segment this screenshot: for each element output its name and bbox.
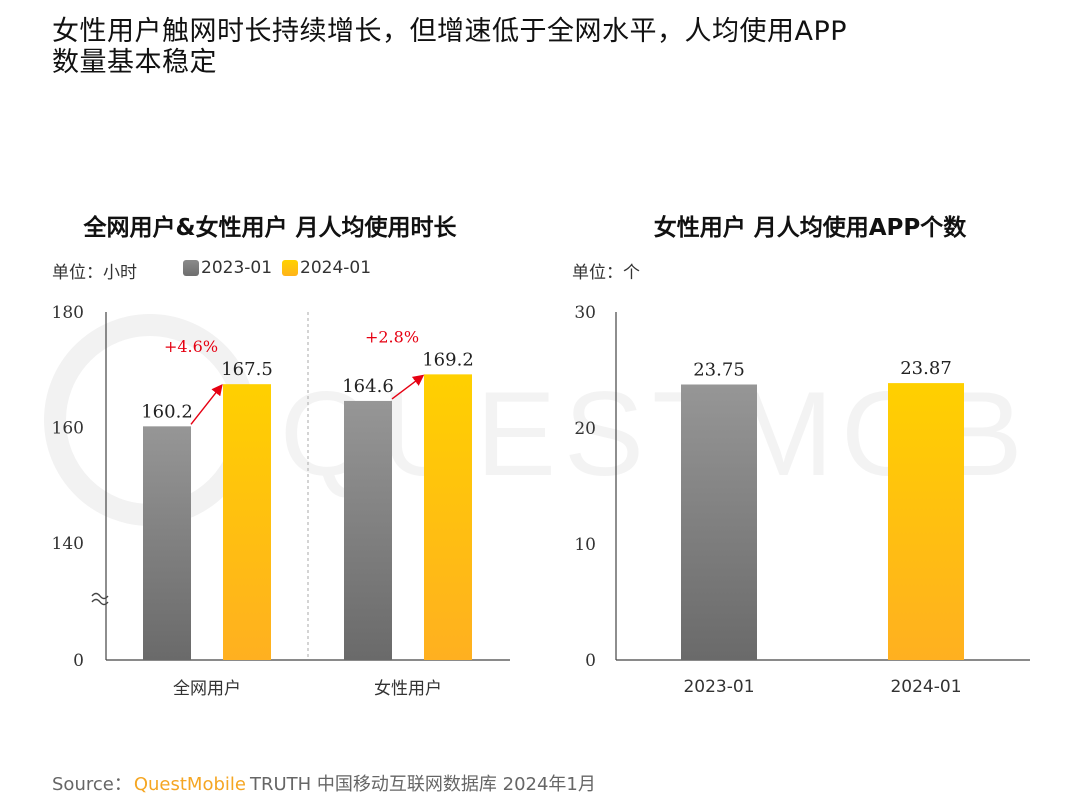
legend-label-2024: 2024-01 (300, 258, 372, 278)
legend-item-2024: 2024-01 (282, 258, 371, 278)
chart1-title: 全网用户&女性用户 月人均使用时长 (83, 215, 457, 241)
chart1-ytick-label-0: 0 (73, 651, 84, 671)
chart1-value-label-0-1: 164.6 (342, 376, 394, 397)
chart2-bar-2024-01 (888, 383, 964, 660)
chart1-value-label-1-1: 169.2 (422, 349, 474, 370)
chart1-axis-break (91, 592, 109, 606)
chart1-unit: 单位：小时 (52, 263, 137, 283)
chart1-growth-arrow-0 (190, 383, 223, 425)
chart2-ytick-label-0: 0 (585, 651, 596, 671)
source-brand: QuestMobile (133, 774, 246, 795)
chart1-category-label-0: 全网用户 (173, 679, 241, 699)
chart1-category-label-1: 女性用户 (374, 679, 442, 699)
chart2-value-label-1: 23.87 (900, 358, 952, 379)
chart1-ytick-label-2: 160 (52, 419, 84, 439)
chart1-bar-2023-01-0 (143, 426, 191, 660)
chart1-ytick-label-3: 180 (52, 303, 84, 323)
chart2-ytick-label-1: 10 (574, 535, 596, 555)
chart1-value-label-0-0: 160.2 (141, 401, 193, 422)
chart2-category-label-1: 2024-01 (890, 677, 961, 697)
legend-swatch-gray (183, 260, 199, 276)
chart1-value-label-1-0: 167.5 (221, 359, 273, 380)
chart2-ytick-label-2: 20 (574, 419, 596, 439)
chart1-bar-2024-01-1 (424, 374, 472, 660)
legend-item-2023: 2023-01 (183, 258, 272, 278)
chart1-growth-label-1: +2.8% (365, 327, 419, 346)
legend-label-2023: 2023-01 (201, 258, 273, 278)
source-text: TRUTH 中国移动互联网数据库 2024年1月 (249, 774, 596, 795)
page-title: 女性用户触网时长持续增长，但增速低于全网水平，人均使用APP数量基本稳定 (52, 16, 848, 78)
chart1-growth-arrow-1 (391, 374, 425, 400)
chart1-ytick-label-1: 140 (52, 534, 84, 554)
chart2-ytick-label-3: 30 (574, 303, 596, 323)
chart1-growth-label-0: +4.6% (164, 337, 218, 356)
chart2-unit: 单位：个 (572, 263, 640, 283)
chart1-bar-2023-01-1 (344, 400, 392, 660)
chart1-bar-2024-01-0 (223, 384, 271, 660)
legend-swatch-gold (282, 260, 299, 276)
chart2-category-label-0: 2023-01 (683, 677, 754, 697)
legend: 2023-01 2024-01 (183, 258, 381, 278)
chart2-value-label-0: 23.75 (693, 360, 745, 381)
chart2-title: 女性用户 月人均使用APP个数 (653, 215, 967, 241)
source-line: Source： QuestMobile TRUTH 中国移动互联网数据库 202… (52, 770, 596, 796)
source-prefix: Source： (52, 774, 132, 795)
chart2-bar-2023-01 (681, 384, 757, 660)
